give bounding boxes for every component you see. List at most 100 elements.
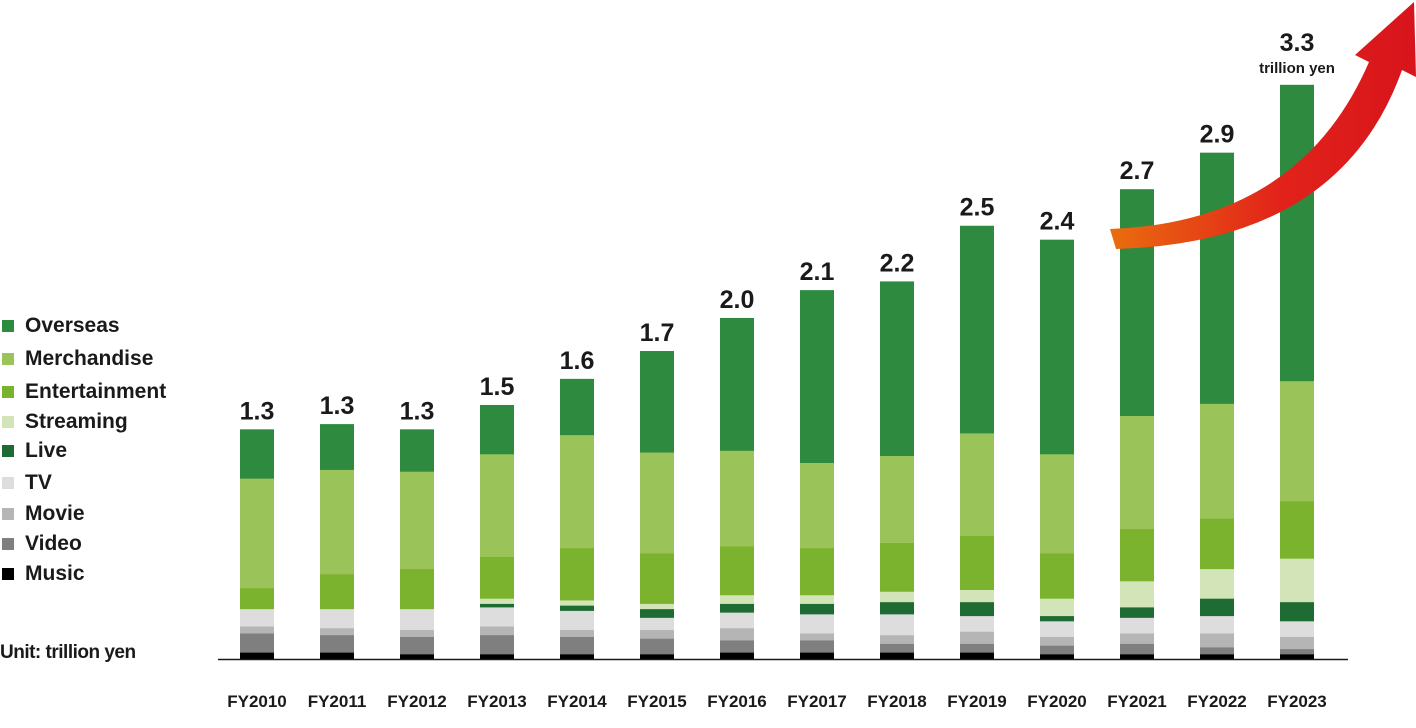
bar-segment-tv-fy2022 xyxy=(1200,615,1234,634)
bar-total-label: 2.2 xyxy=(880,249,915,277)
x-axis-ticks: FY2010 FY2011 FY2012 FY2013 FY2014 FY2015 FY20… xyxy=(227,692,1327,711)
bar-segment-entertainment-fy2020 xyxy=(1040,552,1074,599)
legend-swatch xyxy=(2,353,14,365)
bar-segment-music-fy2023 xyxy=(1280,653,1314,660)
bar-total-label: 1.5 xyxy=(480,373,515,401)
bar-segment-overseas-fy2023 xyxy=(1280,84,1314,382)
legend-swatch xyxy=(2,320,14,332)
bar-segment-video-fy2010 xyxy=(240,632,274,653)
bar-segment-live-fy2019 xyxy=(960,601,994,617)
bar-segment-tv-fy2014 xyxy=(560,610,594,631)
bar-segment-merchandise-fy2020 xyxy=(1040,453,1074,554)
legend-swatch xyxy=(2,386,14,398)
bar-segment-movie-fy2023 xyxy=(1280,636,1314,650)
bar-segment-tv-fy2019 xyxy=(960,615,994,632)
bar-segment-merchandise-fy2019 xyxy=(960,432,994,537)
bar-segment-video-fy2023 xyxy=(1280,648,1314,655)
bar-segment-movie-fy2019 xyxy=(960,631,994,644)
bar-segment-entertainment-fy2017 xyxy=(800,547,834,596)
bar-segment-entertainment-fy2011 xyxy=(320,573,354,610)
bar-segment-movie-fy2011 xyxy=(320,627,354,636)
bar-segment-tv-fy2016 xyxy=(720,612,754,629)
bar-segment-video-fy2021 xyxy=(1120,643,1154,655)
bar-segment-tv-fy2017 xyxy=(800,613,834,634)
bar-total-label: 3.3 xyxy=(1280,29,1315,57)
bar-segment-tv-fy2018 xyxy=(880,613,914,636)
bar-segment-movie-fy2017 xyxy=(800,632,834,641)
bar-segment-live-fy2013 xyxy=(480,603,514,608)
legend-label: Merchandise xyxy=(25,347,154,370)
bar-segment-merchandise-fy2015 xyxy=(640,451,674,554)
legend-swatch xyxy=(2,477,14,489)
bar-segment-merchandise-fy2016 xyxy=(720,450,754,547)
legend-label: Overseas xyxy=(25,314,120,337)
bar-segment-video-fy2012 xyxy=(400,636,434,655)
bar-segment-music-fy2022 xyxy=(1200,653,1234,660)
bar-segment-live-fy2021 xyxy=(1120,606,1154,618)
bar-segment-entertainment-fy2014 xyxy=(560,547,594,601)
bar-segment-live-fy2015 xyxy=(640,608,674,618)
bar-segment-overseas-fy2019 xyxy=(960,225,994,434)
bar-segment-tv-fy2015 xyxy=(640,617,674,631)
x-tick-label: FY2014 xyxy=(547,692,607,711)
bar-segment-music-fy2020 xyxy=(1040,653,1074,660)
legend-label: Movie xyxy=(25,502,85,525)
bar-segment-merchandise-fy2021 xyxy=(1120,415,1154,530)
bar-totals: 1.3 1.3 1.3 1.5 1.6 1.7 2.0 2.1 2.2 2.5 2.4 2.7 2.9 t… xyxy=(240,29,1335,426)
bar-segment-entertainment-fy2013 xyxy=(480,556,514,599)
bar-segment-music-fy2015 xyxy=(640,653,674,660)
bar-segment-entertainment-fy2022 xyxy=(1200,518,1234,570)
bar-segment-merchandise-fy2022 xyxy=(1200,403,1234,519)
bar-segment-video-fy2020 xyxy=(1040,645,1074,655)
bar-segment-streaming-fy2022 xyxy=(1200,568,1234,599)
bar-segment-movie-fy2018 xyxy=(880,634,914,644)
bar-segment-tv-fy2011 xyxy=(320,608,354,629)
bar-segment-tv-fy2013 xyxy=(480,606,514,627)
unit-label: Unit: trillion yen xyxy=(0,642,136,663)
bar-segment-movie-fy2010 xyxy=(240,625,274,634)
bar-segment-movie-fy2012 xyxy=(400,629,434,637)
total-unit-label: trillion yen xyxy=(1259,60,1335,77)
bar-segment-streaming-fy2021 xyxy=(1120,580,1154,608)
bar-segment-live-fy2022 xyxy=(1200,598,1234,617)
legend-label: Streaming xyxy=(25,410,128,433)
bar-segment-movie-fy2013 xyxy=(480,625,514,636)
bar-segment-live-fy2017 xyxy=(800,603,834,615)
x-tick-label: FY2016 xyxy=(707,692,767,711)
bar-segment-movie-fy2021 xyxy=(1120,632,1154,644)
x-tick-label: FY2023 xyxy=(1267,692,1327,711)
bar-segment-movie-fy2015 xyxy=(640,629,674,639)
bar-segment-streaming-fy2017 xyxy=(800,594,834,604)
bar-segment-tv-fy2023 xyxy=(1280,620,1314,637)
bar-segment-overseas-fy2018 xyxy=(880,281,914,457)
bar-segment-video-fy2013 xyxy=(480,634,514,655)
bar-segment-overseas-fy2010 xyxy=(240,429,274,479)
bar-segment-merchandise-fy2023 xyxy=(1280,380,1314,502)
bar-segment-overseas-fy2021 xyxy=(1120,189,1154,416)
bar-segment-music-fy2018 xyxy=(880,652,914,660)
bar-segment-streaming-fy2019 xyxy=(960,589,994,603)
legend-label: Entertainment xyxy=(25,380,167,403)
bar-segment-music-fy2021 xyxy=(1120,653,1154,660)
x-tick-label: FY2021 xyxy=(1107,692,1167,711)
bar-segment-tv-fy2012 xyxy=(400,608,434,631)
bar-segment-music-fy2014 xyxy=(560,653,594,660)
legend-label: Music xyxy=(25,562,85,585)
bar-segment-music-fy2011 xyxy=(320,652,354,660)
x-tick-label: FY2011 xyxy=(308,692,367,711)
bar-segment-overseas-fy2016 xyxy=(720,317,754,451)
bar-segment-streaming-fy2016 xyxy=(720,594,754,604)
bar-segment-entertainment-fy2021 xyxy=(1120,528,1154,582)
x-tick-label: FY2020 xyxy=(1027,692,1087,711)
bar-total-label: 2.4 xyxy=(1040,208,1075,236)
bar-segment-overseas-fy2013 xyxy=(480,404,514,455)
bar-total-label: 2.5 xyxy=(960,194,995,222)
legend-swatch xyxy=(2,568,14,580)
x-tick-label: FY2013 xyxy=(467,692,527,711)
bar-segment-entertainment-fy2010 xyxy=(240,587,274,610)
bar-segment-music-fy2013 xyxy=(480,653,514,660)
bar-segment-video-fy2011 xyxy=(320,634,354,653)
bar-segment-streaming-fy2023 xyxy=(1280,558,1314,603)
bar-total-label: 2.7 xyxy=(1120,157,1155,185)
